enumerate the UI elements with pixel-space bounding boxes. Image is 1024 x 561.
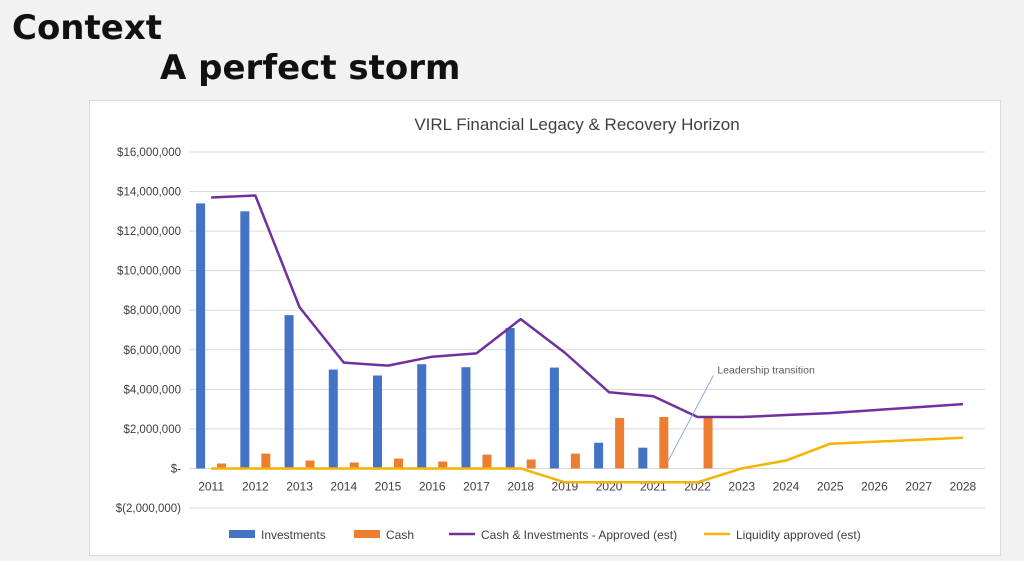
bar-investments	[594, 442, 604, 469]
bar-investments	[461, 367, 471, 469]
y-tick-label: $8,000,000	[123, 305, 181, 317]
bar-investments	[196, 203, 206, 469]
x-tick-label: 2017	[463, 479, 490, 493]
slide-subtitle: A perfect storm	[160, 48, 461, 88]
y-tick-label: $6,000,000	[123, 345, 181, 357]
legend-label: Liquidity approved (est)	[736, 528, 861, 542]
bar-cash	[305, 460, 315, 469]
slide-title: Context	[12, 8, 163, 48]
bar-investments	[240, 211, 250, 469]
bar-cash	[394, 458, 403, 469]
bar-investments	[328, 369, 338, 469]
bar-investments	[549, 367, 559, 469]
y-tick-label: $10,000,000	[117, 266, 181, 278]
legend-label: Cash & Investments - Approved (est)	[481, 528, 677, 542]
legend-label: Investments	[261, 528, 326, 542]
bar-cash	[615, 418, 625, 469]
x-tick-label: 2025	[817, 479, 844, 493]
y-tick-label: $16,000,000	[117, 147, 181, 159]
bar-cash	[349, 462, 359, 469]
y-tick-label: $(2,000,000)	[116, 503, 181, 515]
legend-swatch	[229, 530, 255, 538]
bar-investments	[373, 375, 382, 469]
y-tick-label: $-	[171, 463, 181, 475]
bar-investments	[417, 364, 427, 469]
legend-swatch	[354, 530, 380, 538]
x-tick-label: 2014	[330, 479, 357, 493]
x-tick-label: 2012	[242, 479, 269, 493]
bar-investments	[505, 328, 515, 469]
bar-cash	[526, 459, 536, 469]
x-tick-label: 2028	[950, 479, 977, 493]
x-tick-label: 2016	[419, 479, 446, 493]
bar-investments	[638, 447, 648, 469]
bar-cash	[703, 417, 713, 469]
bar-investments	[284, 315, 294, 469]
bar-cash	[438, 461, 448, 469]
bar-cash	[261, 453, 271, 469]
line-cash-investments-approved-est-	[211, 194, 963, 419]
x-tick-label: 2024	[773, 479, 800, 493]
annotation-leader	[666, 375, 714, 463]
x-tick-label: 2026	[861, 479, 888, 493]
financial-chart: VIRL Financial Legacy & Recovery Horizon…	[116, 115, 985, 542]
bar-cash	[659, 417, 669, 469]
bar-cash	[570, 453, 580, 469]
bar-cash	[482, 454, 492, 469]
bar-cash	[217, 463, 227, 469]
chart-title: VIRL Financial Legacy & Recovery Horizon	[414, 115, 739, 134]
x-tick-label: 2023	[728, 479, 755, 493]
line-liquidity-approved-est-	[211, 436, 963, 484]
y-tick-label: $2,000,000	[123, 424, 181, 436]
x-tick-label: 2018	[507, 479, 534, 493]
annotation-label: Leadership transition	[717, 364, 815, 376]
y-tick-label: $4,000,000	[123, 384, 181, 396]
x-tick-label: 2013	[286, 479, 313, 493]
x-tick-label: 2027	[905, 479, 932, 493]
x-tick-label: 2015	[375, 479, 402, 493]
y-tick-label: $14,000,000	[117, 187, 181, 199]
y-tick-label: $12,000,000	[117, 226, 181, 238]
legend-label: Cash	[386, 528, 414, 542]
x-tick-label: 2011	[198, 479, 224, 493]
